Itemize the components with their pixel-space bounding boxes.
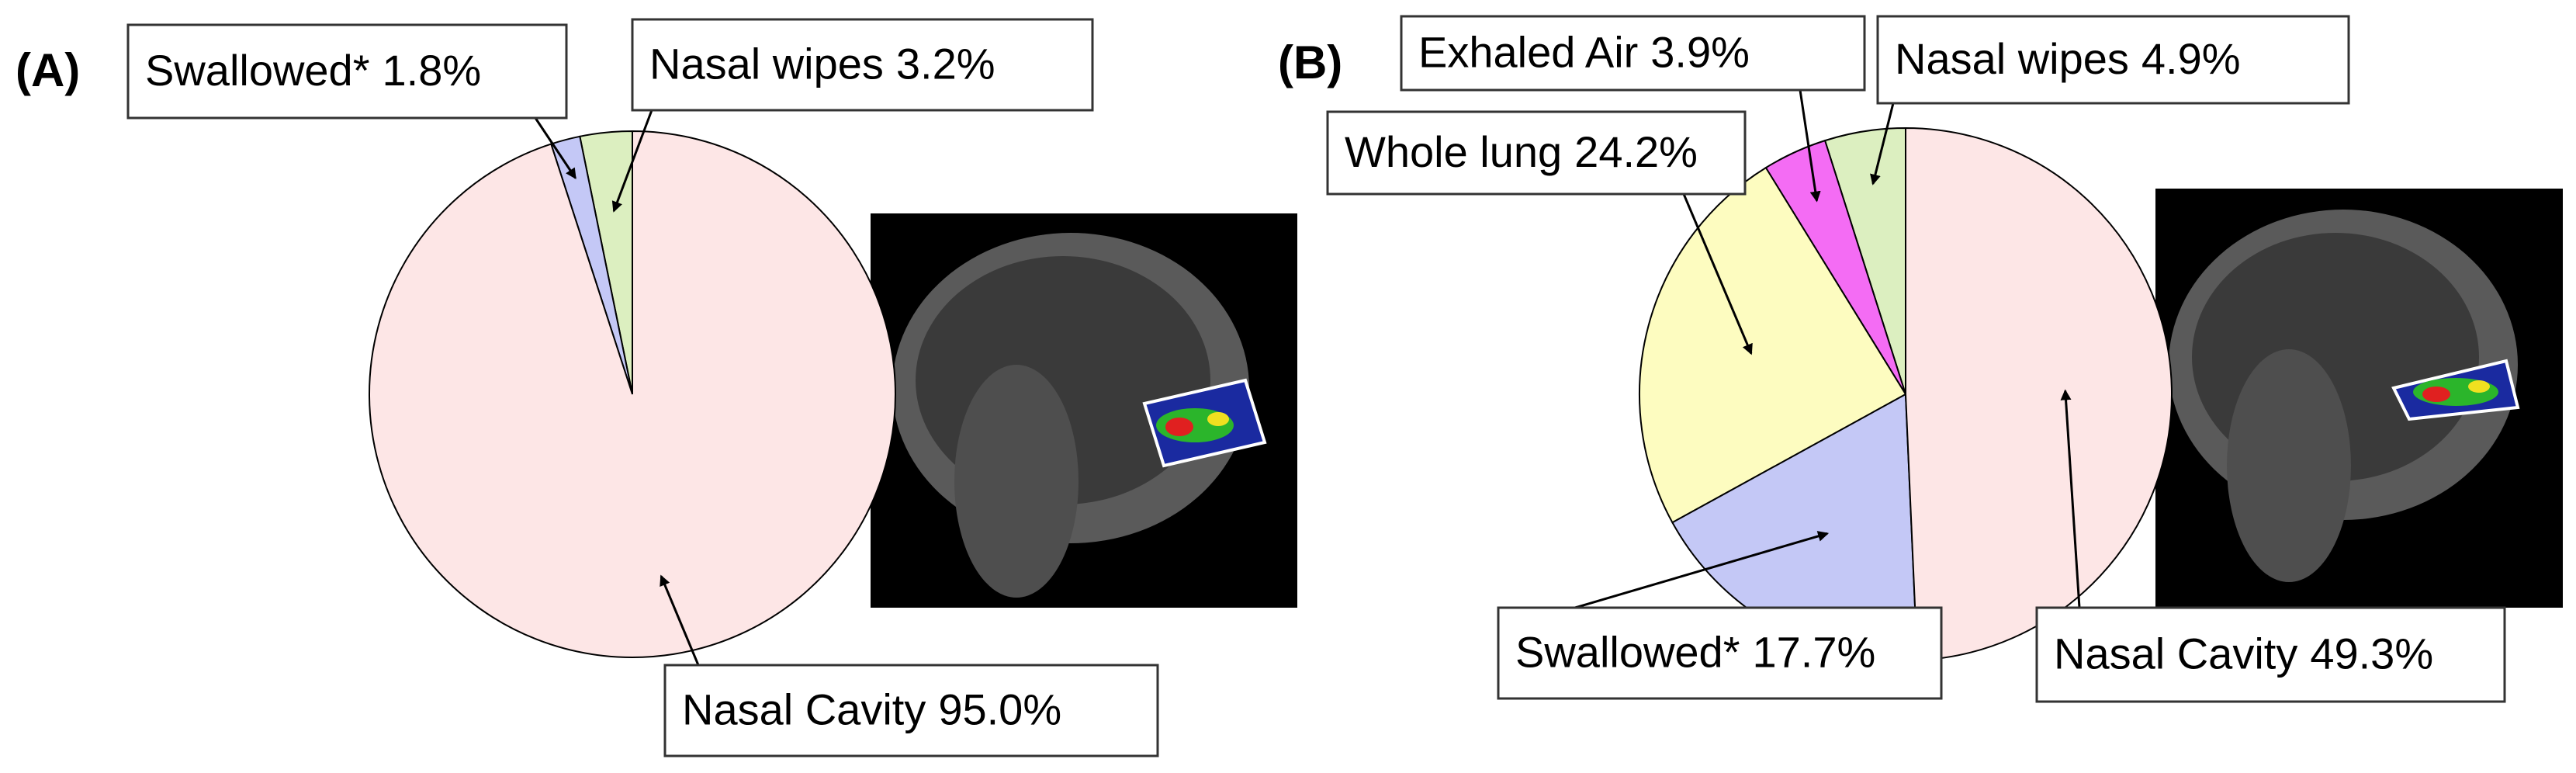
value-label: 3.9% <box>1650 27 1750 76</box>
mri-image-b <box>2155 189 2563 608</box>
value-label: 4.9% <box>2141 34 2241 83</box>
value-label: 49.3% <box>2310 629 2433 678</box>
label-arrow <box>2060 389 2081 608</box>
label-box <box>126 23 568 120</box>
value-label: 17.7% <box>1753 627 1876 676</box>
category-name: Nasal wipes <box>1895 34 2129 83</box>
label-arrow <box>611 109 653 213</box>
data-label: Nasal wipes 3.2% <box>649 39 995 88</box>
pie-slice <box>1905 127 2173 661</box>
mri-image-a <box>871 213 1297 608</box>
label-box <box>1326 110 1747 196</box>
label-box <box>1400 15 1866 92</box>
value-label: 3.2% <box>896 39 995 88</box>
label-arrow <box>1574 531 1830 609</box>
value-label: 1.8% <box>383 46 482 95</box>
data-label: Nasal Cavity 49.3% <box>2054 629 2433 678</box>
value-label: 24.2% <box>1574 127 1698 176</box>
category-name: Swallowed* <box>145 46 370 95</box>
data-label: Swallowed* 1.8% <box>145 46 481 95</box>
pie-slice <box>1639 166 1907 524</box>
data-label: Nasal wipes 4.9% <box>1895 34 2241 83</box>
data-label: Nasal Cavity 95.0% <box>682 685 1061 733</box>
label-box <box>1497 606 1943 700</box>
label-arrow <box>660 574 700 666</box>
label-box <box>663 664 1159 757</box>
label-arrow <box>1682 193 1753 355</box>
data-label: Exhaled Air 3.9% <box>1418 27 1750 76</box>
pie-slice <box>369 130 896 658</box>
panel-label: (A) <box>16 44 80 96</box>
category-name: Whole lung <box>1345 127 1562 176</box>
category-name: Nasal Cavity <box>682 685 926 733</box>
label-arrow <box>534 117 576 180</box>
label-arrow <box>1799 89 1821 203</box>
data-label: Swallowed* 17.7% <box>1515 627 1875 676</box>
category-name: Swallowed* <box>1515 627 1740 676</box>
label-arrow <box>1870 102 1895 185</box>
value-label: 95.0% <box>938 685 1061 733</box>
data-label: Whole lung 24.2% <box>1345 127 1698 176</box>
category-name: Nasal wipes <box>649 39 884 88</box>
label-box <box>2035 606 2506 703</box>
category-name: Nasal Cavity <box>2054 629 2297 678</box>
category-name: Exhaled Air <box>1418 27 1638 76</box>
label-box <box>1876 15 2350 105</box>
label-box <box>631 18 1094 112</box>
panel-label: (B) <box>1278 36 1342 88</box>
